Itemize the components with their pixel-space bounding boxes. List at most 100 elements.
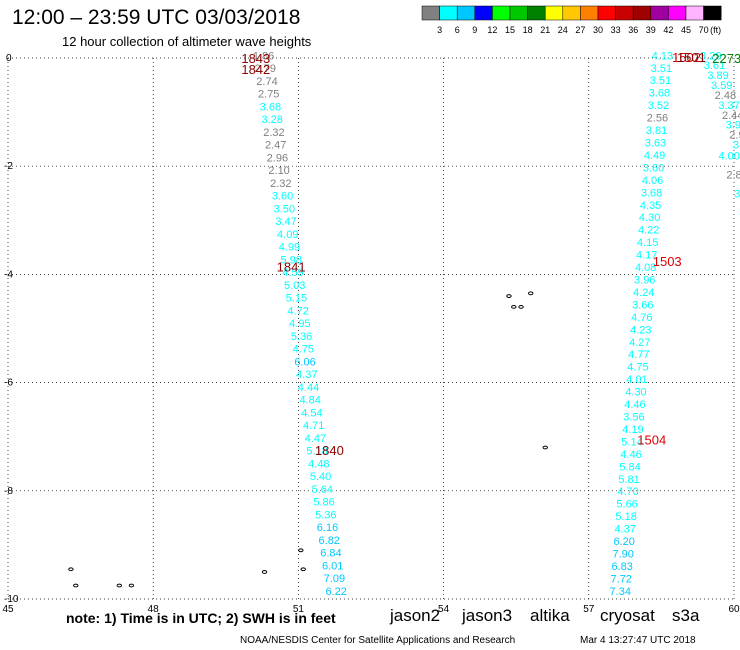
y-tick-label: -10 bbox=[4, 594, 19, 605]
wave-height-value: 4.01 bbox=[626, 374, 647, 386]
legend-label: 33 bbox=[611, 25, 621, 35]
color-legend: 3 6 9 12 15 18 21 24 27 30 33 36 39 42 45 70 (ft) bbox=[421, 5, 722, 35]
wave-height-value: 7.72 bbox=[611, 573, 632, 585]
satellite-jason3-label: jason3 bbox=[462, 606, 513, 625]
y-tick-label: -4 bbox=[4, 269, 13, 280]
wave-height-value: 7.09 bbox=[324, 573, 345, 585]
wave-height-value: 4.76 bbox=[631, 312, 652, 324]
wave-height-value: 4.46 bbox=[624, 399, 645, 411]
wave-height-value: 4.00 bbox=[718, 150, 739, 162]
wave-height-value: 2.48 bbox=[715, 90, 736, 102]
wave-height-value: 3.50 bbox=[274, 203, 295, 215]
wave-height-value: 2.47 bbox=[265, 140, 286, 152]
legend-label: 30 bbox=[593, 25, 603, 35]
legend-label: 45 bbox=[681, 25, 691, 35]
wave-height-value: 7.90 bbox=[612, 549, 633, 561]
wave-height-value: 4.37 bbox=[614, 524, 635, 536]
wave-height-value: 3.66 bbox=[632, 299, 653, 311]
wave-height-value: 6.83 bbox=[612, 561, 633, 573]
island-outline bbox=[300, 567, 306, 572]
wave-height-value: 4.13 bbox=[652, 50, 673, 62]
legend-label: 18 bbox=[523, 25, 533, 35]
pass-time-label: 1843 bbox=[241, 51, 270, 66]
wave-height-value: 4.72 bbox=[287, 305, 308, 317]
map-subtitle: 12 hour collection of altimeter wave hei… bbox=[62, 34, 312, 49]
wave-height-value: 5.40 bbox=[310, 471, 331, 483]
wave-height-value: 2.74 bbox=[256, 76, 277, 88]
wave-height-value: 6.16 bbox=[317, 522, 338, 534]
legend-label: 3 bbox=[437, 25, 442, 35]
satellite-altika-label: altika bbox=[530, 606, 570, 625]
wave-height-value: 4.06 bbox=[642, 175, 663, 187]
wave-height-value: 3.98 bbox=[726, 120, 740, 132]
wave-height-value: 3.52 bbox=[648, 100, 669, 112]
wave-height-value: 4.54 bbox=[301, 407, 322, 419]
wave-height-value: 3.60 bbox=[272, 191, 293, 203]
y-tick-label: -8 bbox=[4, 486, 13, 497]
wave-height-value: 4.75 bbox=[627, 362, 648, 374]
pass-time-label: 1501 bbox=[677, 50, 706, 65]
wave-height-value: 4.09 bbox=[277, 229, 298, 241]
satellite-jason2-label: jason2 bbox=[390, 606, 441, 625]
wave-height-value: 4.99 bbox=[279, 242, 300, 254]
wave-height-value: 4.27 bbox=[629, 337, 650, 349]
wave-height-value: 3.51 bbox=[651, 63, 672, 75]
wave-height-value: 3.61 bbox=[704, 60, 725, 72]
wave-height-value: 4.75 bbox=[293, 344, 314, 356]
wave-height-value: 3.60 bbox=[643, 162, 664, 174]
wave-height-value: 3.59 bbox=[711, 80, 732, 92]
wave-height-value: 2.8 bbox=[726, 169, 740, 181]
track-left: 1.862.792.742.753.683.282.322.472.962.10… bbox=[241, 50, 347, 598]
wave-height-value: 5.84 bbox=[619, 461, 640, 473]
wave-height-value: 4.71 bbox=[303, 420, 324, 432]
wave-height-value: 5.81 bbox=[618, 474, 639, 486]
satellite-cryosat-label: cryosat bbox=[600, 606, 655, 625]
y-tick-label: -2 bbox=[4, 161, 13, 172]
wave-height-value: 4.95 bbox=[289, 318, 310, 330]
wave-height-value: 2.44 bbox=[722, 110, 740, 122]
wave-height-value: 6.06 bbox=[294, 356, 315, 368]
wave-height-value: 5.14 bbox=[621, 436, 642, 448]
x-tick-label: 45 bbox=[2, 604, 14, 615]
wave-height-value: 3.28 bbox=[261, 114, 282, 126]
wave-height-value: 5.18 bbox=[615, 511, 636, 523]
island-outline bbox=[68, 567, 74, 572]
island-outline bbox=[511, 304, 517, 309]
y-tick-label: -6 bbox=[4, 378, 13, 389]
wave-height-value: 4.59 bbox=[282, 267, 303, 279]
wave-height-value: 2.96 bbox=[267, 152, 288, 164]
wave-height-value: 2.75 bbox=[258, 89, 279, 101]
wave-height-value: 4.19 bbox=[622, 424, 643, 436]
wave-height-value: 5.64 bbox=[312, 484, 333, 496]
y-tick-label: 0 bbox=[6, 53, 12, 64]
legend-label: 21 bbox=[540, 25, 550, 35]
wave-height-value: 1.86 bbox=[253, 50, 274, 62]
wave-height-value: 5.36 bbox=[315, 509, 336, 521]
island-outline bbox=[506, 294, 512, 298]
wave-height-value: 4.24 bbox=[633, 287, 654, 299]
track-far-right: 3.293.613.893.592.483.372.443.982.983.70… bbox=[677, 50, 740, 152]
wave-height-value: 4.47 bbox=[305, 433, 326, 445]
wave-height-value: 4.08 bbox=[635, 262, 656, 274]
satellite-s3a-label: s3a bbox=[672, 606, 700, 625]
legend-label: 6 bbox=[455, 25, 460, 35]
pass-time-label: 1504 bbox=[637, 432, 666, 447]
pass-time-label: 1840 bbox=[315, 443, 344, 458]
pass-time-label: 2273 bbox=[712, 51, 740, 66]
wave-height-value: 2.56 bbox=[647, 113, 668, 125]
footer-timestamp: Mar 4 13:27:47 UTC 2018 bbox=[580, 635, 696, 646]
x-tick-label: 48 bbox=[148, 604, 160, 615]
wave-height-value: 4.84 bbox=[300, 395, 321, 407]
units-note: note: 1) Time is in UTC; 2) SWH is in fe… bbox=[66, 610, 336, 626]
wave-height-value: 2.98 bbox=[729, 130, 740, 142]
wave-height-value: 5.86 bbox=[313, 497, 334, 509]
wave-height-value: 3.63 bbox=[645, 137, 666, 149]
wave-height-value: 4.23 bbox=[630, 324, 651, 336]
x-tick-label: 51 bbox=[293, 604, 305, 615]
legend-label: 36 bbox=[628, 25, 638, 35]
x-tick-label: 60 bbox=[728, 604, 740, 615]
wave-height-value: 5.15 bbox=[286, 293, 307, 305]
island-outline bbox=[261, 570, 268, 574]
wave-height-value: 4.37 bbox=[296, 369, 317, 381]
wave-height-value: 3.47 bbox=[275, 216, 296, 228]
